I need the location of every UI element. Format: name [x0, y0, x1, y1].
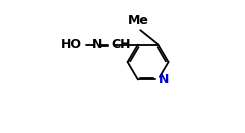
Text: Me: Me: [127, 14, 148, 27]
Text: N: N: [92, 38, 102, 51]
Text: HO: HO: [61, 38, 82, 51]
Text: CH: CH: [112, 38, 131, 51]
Text: N: N: [159, 73, 170, 86]
